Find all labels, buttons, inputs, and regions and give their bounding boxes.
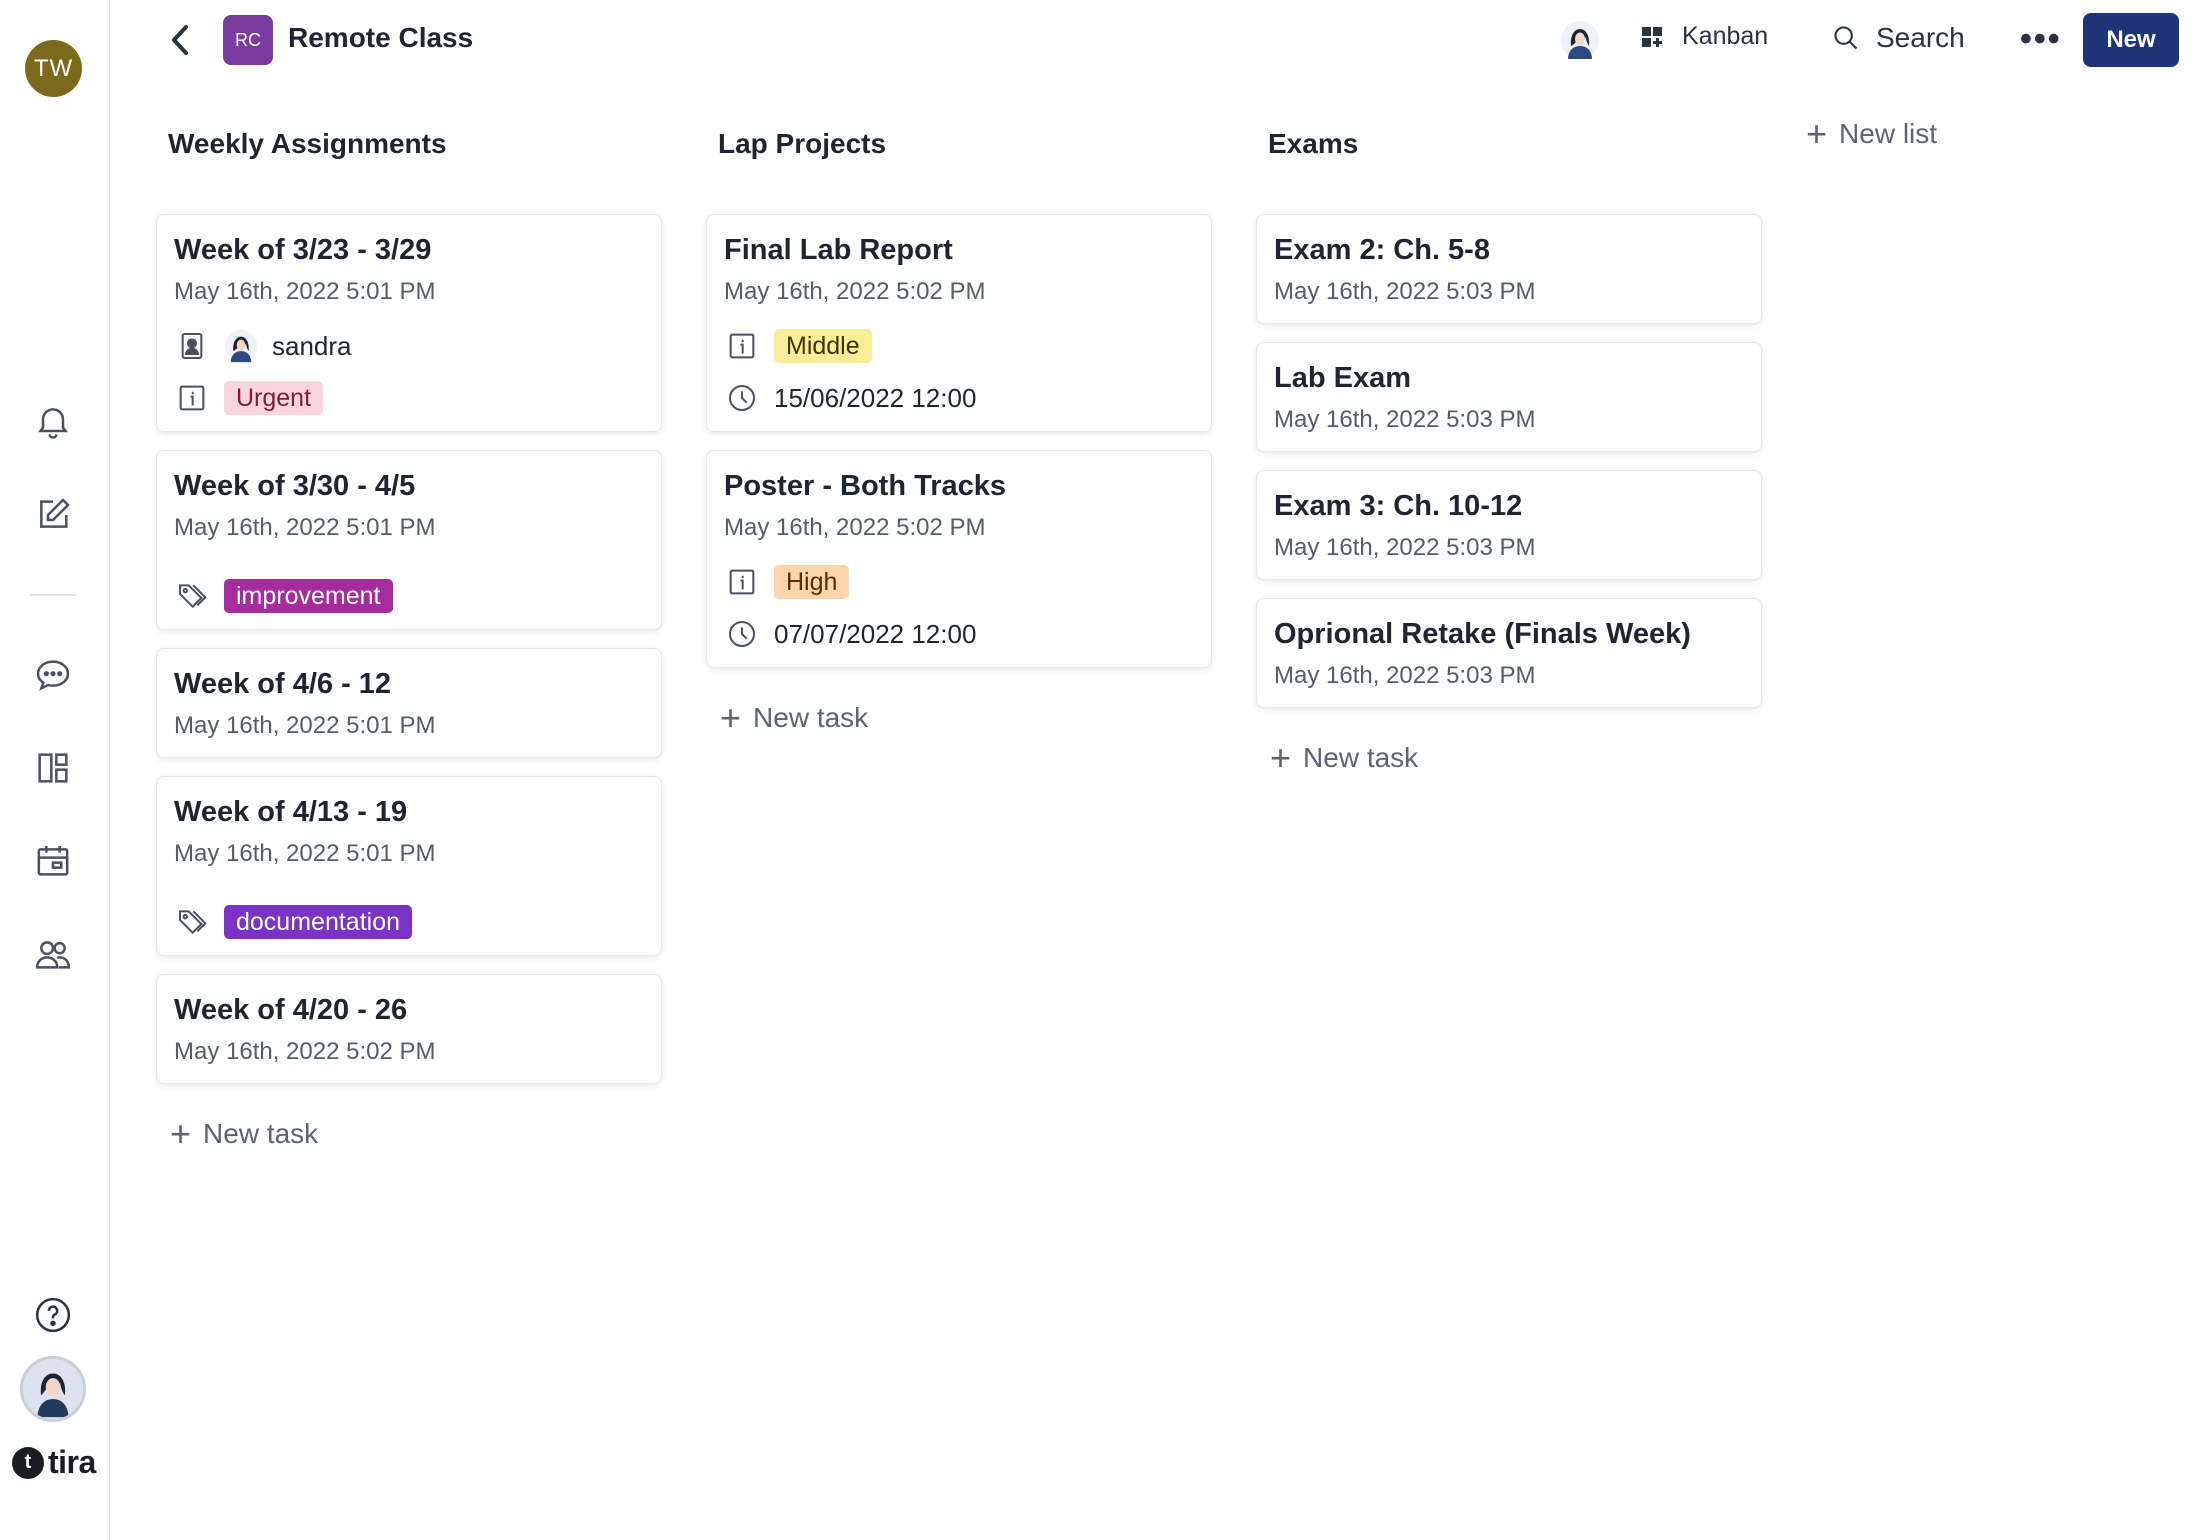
new-list-button[interactable]: + New list bbox=[1806, 113, 1938, 154]
card-date: May 16th, 2022 5:01 PM bbox=[174, 712, 436, 739]
tag-icon bbox=[174, 578, 210, 614]
card-date: May 16th, 2022 5:01 PM bbox=[174, 514, 436, 541]
plus-icon: + bbox=[1270, 737, 1292, 778]
priority-badge: Urgent bbox=[224, 381, 324, 415]
brand-mark-icon: t bbox=[12, 1446, 44, 1479]
column-title: Exams bbox=[1268, 128, 1359, 159]
card-date: May 16th, 2022 5:03 PM bbox=[1274, 534, 1536, 561]
more-menu-button[interactable]: ••• bbox=[2020, 20, 2062, 58]
kanban-column-exams: Exams Exam 2: Ch. 5-8 May 16th, 2022 5:0… bbox=[1256, 122, 1762, 778]
new-task-label: New task bbox=[203, 1118, 319, 1149]
card-title: Lab Exam bbox=[1274, 362, 1411, 394]
view-switcher[interactable]: Kanban bbox=[1640, 22, 1768, 51]
layout-icon[interactable] bbox=[30, 745, 76, 791]
brand-name: tira bbox=[48, 1444, 96, 1480]
user-avatar[interactable] bbox=[20, 1356, 86, 1422]
info-icon bbox=[724, 564, 760, 600]
assignee-avatar bbox=[224, 329, 258, 363]
search-label: Search bbox=[1876, 22, 1965, 53]
task-card[interactable]: Week of 3/23 - 3/29 May 16th, 2022 5:01 … bbox=[156, 214, 662, 432]
chevron-left-icon bbox=[172, 25, 188, 55]
clock-icon bbox=[724, 380, 760, 416]
assignee-icon bbox=[174, 328, 210, 364]
card-title: Exam 2: Ch. 5-8 bbox=[1274, 234, 1490, 266]
new-task-label: New task bbox=[753, 702, 869, 733]
card-title: Final Lab Report bbox=[724, 234, 953, 266]
plus-icon: + bbox=[170, 1113, 192, 1154]
card-title: Week of 4/13 - 19 bbox=[174, 796, 408, 828]
column-title: Lap Projects bbox=[718, 128, 887, 159]
calendar-icon[interactable] bbox=[30, 838, 76, 884]
new-task-button[interactable]: + New task bbox=[1256, 737, 1762, 778]
card-date: May 16th, 2022 5:03 PM bbox=[1274, 662, 1536, 689]
left-rail: TW t tira bbox=[0, 0, 110, 1540]
search-button[interactable]: Search bbox=[1832, 22, 1965, 54]
due-date: 15/06/2022 12:00 bbox=[774, 382, 977, 413]
bell-icon[interactable] bbox=[30, 398, 76, 444]
task-card[interactable]: Final Lab Report May 16th, 2022 5:02 PM … bbox=[706, 214, 1212, 432]
card-title: Oprional Retake (Finals Week) bbox=[1274, 618, 1691, 650]
card-date: May 16th, 2022 5:01 PM bbox=[174, 840, 436, 867]
help-icon[interactable] bbox=[30, 1292, 76, 1338]
card-date: May 16th, 2022 5:03 PM bbox=[1274, 406, 1536, 433]
column-title: Weekly Assignments bbox=[168, 128, 447, 159]
clock-icon bbox=[724, 616, 760, 652]
card-date: May 16th, 2022 5:02 PM bbox=[724, 278, 986, 305]
new-task-button[interactable]: + New task bbox=[706, 697, 1212, 738]
task-card[interactable]: Week of 4/13 - 19 May 16th, 2022 5:01 PM… bbox=[156, 776, 662, 956]
due-date: 07/07/2022 12:00 bbox=[774, 618, 977, 649]
tag-icon bbox=[174, 904, 210, 940]
page-title: Remote Class bbox=[288, 22, 474, 53]
plus-icon: + bbox=[1806, 113, 1828, 154]
new-button[interactable]: New bbox=[2083, 13, 2179, 67]
edit-icon[interactable] bbox=[30, 492, 76, 538]
plus-icon: + bbox=[720, 697, 742, 738]
task-card[interactable]: Exam 2: Ch. 5-8 May 16th, 2022 5:03 PM bbox=[1256, 214, 1762, 324]
priority-badge: High bbox=[774, 565, 850, 599]
card-title: Poster - Both Tracks bbox=[724, 470, 1007, 502]
new-list-label: New list bbox=[1839, 118, 1938, 149]
member-avatar[interactable] bbox=[1560, 20, 1600, 60]
view-label: Kanban bbox=[1682, 22, 1769, 50]
task-card[interactable]: Week of 3/30 - 4/5 May 16th, 2022 5:01 P… bbox=[156, 450, 662, 630]
kanban-column-lap-projects: Lap Projects Final Lab Report May 16th, … bbox=[706, 122, 1212, 738]
new-task-button[interactable]: + New task bbox=[156, 1113, 662, 1154]
kanban-column-weekly-assignments: Weekly Assignments Week of 3/23 - 3/29 M… bbox=[156, 122, 662, 1154]
priority-badge: Middle bbox=[774, 329, 872, 363]
card-title: Week of 3/30 - 4/5 bbox=[174, 470, 416, 502]
task-card[interactable]: Exam 3: Ch. 10-12 May 16th, 2022 5:03 PM bbox=[1256, 470, 1762, 580]
card-title: Week of 4/20 - 26 bbox=[174, 994, 408, 1026]
tag-badge: improvement bbox=[224, 579, 393, 613]
card-date: May 16th, 2022 5:03 PM bbox=[1274, 278, 1536, 305]
rail-divider bbox=[30, 594, 76, 596]
kanban-icon bbox=[1642, 26, 1662, 47]
task-card[interactable]: Lab Exam May 16th, 2022 5:03 PM bbox=[1256, 342, 1762, 452]
card-title: Week of 3/23 - 3/29 bbox=[174, 234, 432, 266]
card-date: May 16th, 2022 5:02 PM bbox=[174, 1038, 436, 1065]
people-icon[interactable] bbox=[30, 931, 76, 977]
chat-icon[interactable] bbox=[30, 652, 76, 698]
new-task-label: New task bbox=[1303, 742, 1419, 773]
task-card[interactable]: Week of 4/6 - 12 May 16th, 2022 5:01 PM bbox=[156, 648, 662, 758]
task-card[interactable]: Poster - Both Tracks May 16th, 2022 5:02… bbox=[706, 450, 1212, 668]
tag-badge: documentation bbox=[224, 905, 413, 939]
card-date: May 16th, 2022 5:02 PM bbox=[724, 514, 986, 541]
workspace-avatar[interactable]: TW bbox=[25, 40, 82, 97]
info-icon bbox=[174, 380, 210, 416]
search-icon bbox=[1834, 26, 1858, 50]
info-icon bbox=[724, 328, 760, 364]
task-card[interactable]: Week of 4/20 - 26 May 16th, 2022 5:02 PM bbox=[156, 974, 662, 1084]
task-card[interactable]: Oprional Retake (Finals Week) May 16th, … bbox=[1256, 598, 1762, 708]
card-date: May 16th, 2022 5:01 PM bbox=[174, 278, 436, 305]
brand-logo: t tira bbox=[12, 1444, 96, 1481]
card-title: Week of 4/6 - 12 bbox=[174, 668, 392, 700]
back-button[interactable] bbox=[162, 20, 198, 60]
card-title: Exam 3: Ch. 10-12 bbox=[1274, 490, 1523, 522]
assignee-name: sandra bbox=[272, 330, 352, 361]
project-badge: RC bbox=[223, 15, 273, 65]
